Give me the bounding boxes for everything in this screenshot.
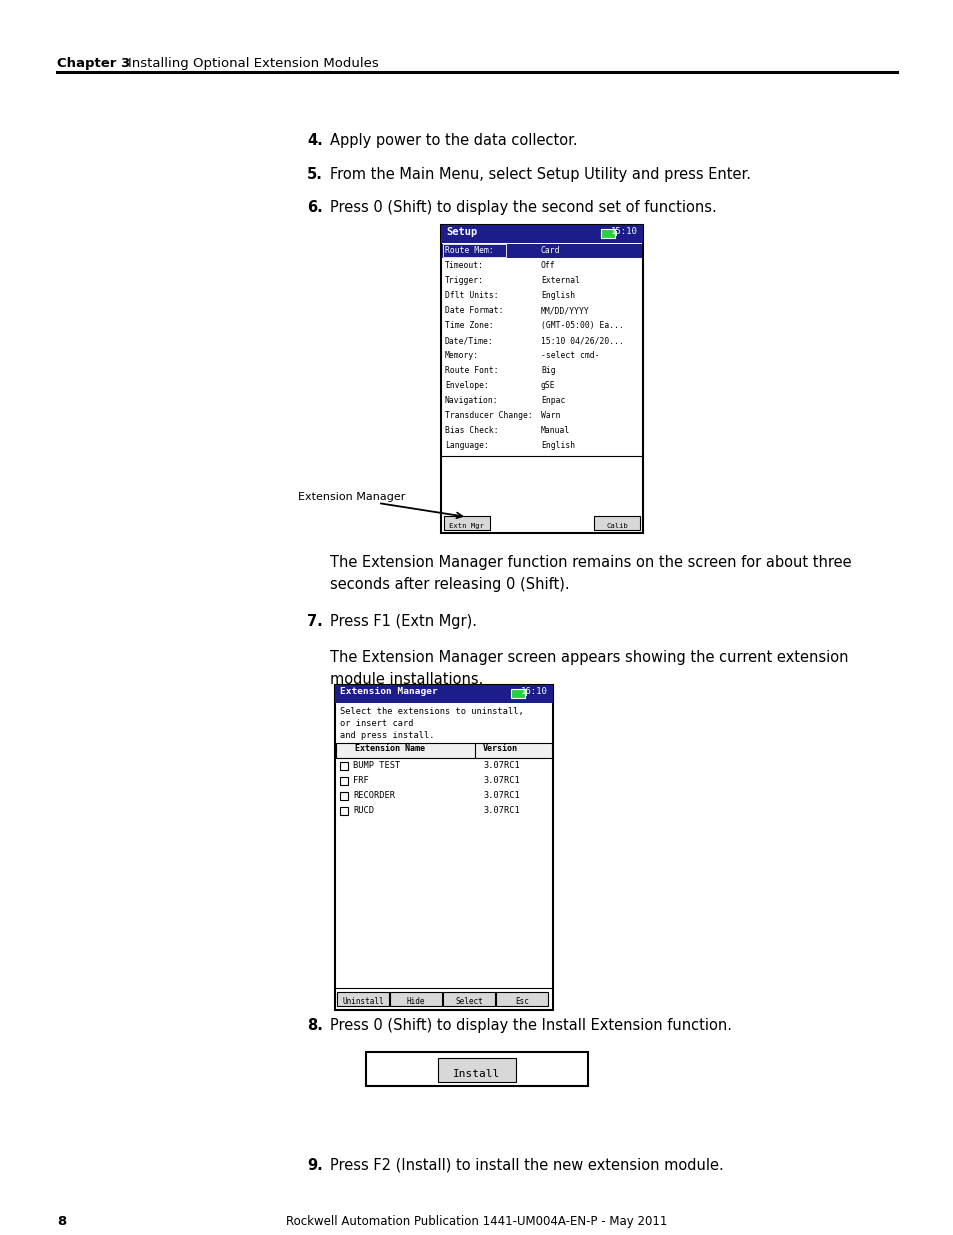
Bar	[440, 225, 642, 534]
Text: Install: Install	[453, 1070, 500, 1079]
Text: Route Mem:: Route Mem:	[444, 246, 494, 254]
Text: RUCD: RUCD	[353, 806, 374, 815]
Text: (GMT-05:00) Ea...: (GMT-05:00) Ea...	[540, 321, 623, 330]
Text: Time Zone:: Time Zone:	[444, 321, 494, 330]
Bar	[600, 228, 615, 238]
Text: -select cmd-: -select cmd-	[540, 351, 598, 359]
Text: Extension Name: Extension Name	[355, 743, 424, 753]
Bar	[615, 231, 617, 236]
Text: Chapter 3: Chapter 3	[57, 57, 131, 70]
Bar	[339, 762, 348, 769]
Text: BUMP TEST: BUMP TEST	[353, 761, 400, 769]
Bar	[335, 743, 552, 758]
Text: Select the extensions to uninstall,: Select the extensions to uninstall,	[339, 706, 523, 716]
Bar	[339, 806, 348, 815]
Text: Extension Manager: Extension Manager	[339, 687, 437, 697]
Text: English: English	[540, 291, 575, 300]
Bar	[335, 685, 553, 1010]
Bar	[437, 1058, 516, 1082]
Text: Select: Select	[455, 997, 482, 1007]
Bar	[339, 792, 348, 800]
Text: 9.: 9.	[307, 1158, 322, 1173]
Text: Calib: Calib	[605, 522, 627, 529]
Text: FRF: FRF	[353, 776, 369, 785]
Text: 15:10 04/26/20...: 15:10 04/26/20...	[540, 336, 623, 345]
Text: Route Font:: Route Font:	[444, 366, 498, 375]
Text: Extn Mgr: Extn Mgr	[449, 522, 484, 529]
Text: 8.: 8.	[307, 1018, 322, 1032]
Text: Big: Big	[540, 366, 555, 375]
Bar	[496, 992, 547, 1007]
Text: 3.07RC1: 3.07RC1	[482, 790, 519, 800]
Bar	[443, 516, 490, 530]
Text: Date/Time:: Date/Time:	[444, 336, 494, 345]
Bar	[594, 516, 639, 530]
Text: 4.: 4.	[307, 133, 322, 148]
Text: 6.: 6.	[307, 200, 322, 215]
Text: Date Format:: Date Format:	[444, 306, 503, 315]
Text: RECORDER: RECORDER	[353, 790, 395, 800]
Bar	[511, 689, 524, 698]
Text: Enpac: Enpac	[540, 396, 565, 405]
Text: Off: Off	[540, 261, 555, 270]
Text: Hide: Hide	[406, 997, 425, 1007]
Text: Version: Version	[482, 743, 517, 753]
Text: 3.07RC1: 3.07RC1	[482, 776, 519, 785]
Text: Envelope:: Envelope:	[444, 382, 488, 390]
Text: Press 0 (Shift) to display the Install Extension function.: Press 0 (Shift) to display the Install E…	[330, 1018, 731, 1032]
Text: The Extension Manager function remains on the screen for about three
seconds aft: The Extension Manager function remains o…	[330, 555, 851, 593]
Text: gSE: gSE	[540, 382, 555, 390]
Text: Press F1 (Extn Mgr).: Press F1 (Extn Mgr).	[330, 614, 476, 629]
Bar	[366, 1052, 587, 1086]
Text: Press F2 (Install) to install the new extension module.: Press F2 (Install) to install the new ex…	[330, 1158, 723, 1173]
Text: 15:10: 15:10	[611, 227, 638, 236]
Text: Esc: Esc	[515, 997, 528, 1007]
Bar	[335, 685, 553, 703]
Text: Trigger:: Trigger:	[444, 275, 483, 285]
Bar	[442, 245, 505, 257]
Text: 8: 8	[57, 1215, 66, 1228]
Text: Extension Manager: Extension Manager	[297, 492, 405, 501]
Text: Apply power to the data collector.: Apply power to the data collector.	[330, 133, 577, 148]
Text: Transducer Change:: Transducer Change:	[444, 411, 532, 420]
Text: Memory:: Memory:	[444, 351, 478, 359]
Text: The Extension Manager screen appears showing the current extension
module instal: The Extension Manager screen appears sho…	[330, 650, 847, 687]
Text: Uninstall: Uninstall	[342, 997, 383, 1007]
Text: Warn: Warn	[540, 411, 560, 420]
Text: 3.07RC1: 3.07RC1	[482, 806, 519, 815]
Text: 7.: 7.	[307, 614, 322, 629]
Bar	[339, 777, 348, 785]
Bar	[440, 225, 642, 243]
Bar	[336, 992, 389, 1007]
Bar	[442, 992, 495, 1007]
Text: 3.07RC1: 3.07RC1	[482, 761, 519, 769]
Text: Timeout:: Timeout:	[444, 261, 483, 270]
Bar	[441, 245, 641, 258]
Text: and press install.: and press install.	[339, 731, 434, 740]
Text: Dflt Units:: Dflt Units:	[444, 291, 498, 300]
Text: or insert card: or insert card	[339, 719, 413, 727]
Text: Press 0 (Shift) to display the second set of functions.: Press 0 (Shift) to display the second se…	[330, 200, 716, 215]
Text: MM/DD/YYYY: MM/DD/YYYY	[540, 306, 589, 315]
Text: Rockwell Automation Publication 1441-UM004A-EN-P - May 2011: Rockwell Automation Publication 1441-UM0…	[286, 1215, 667, 1228]
Text: Manual: Manual	[540, 426, 570, 435]
Text: 16:10: 16:10	[520, 687, 547, 697]
Text: English: English	[540, 441, 575, 450]
Text: External: External	[540, 275, 579, 285]
Text: From the Main Menu, select Setup Utility and press Enter.: From the Main Menu, select Setup Utility…	[330, 167, 750, 182]
Bar	[390, 992, 441, 1007]
Text: Installing Optional Extension Modules: Installing Optional Extension Modules	[128, 57, 378, 70]
Text: 5.: 5.	[307, 167, 322, 182]
Bar	[524, 692, 526, 697]
Text: Card: Card	[540, 246, 560, 254]
Text: Bias Check:: Bias Check:	[444, 426, 498, 435]
Text: Setup: Setup	[446, 227, 476, 237]
Text: Language:: Language:	[444, 441, 488, 450]
Text: Navigation:: Navigation:	[444, 396, 498, 405]
